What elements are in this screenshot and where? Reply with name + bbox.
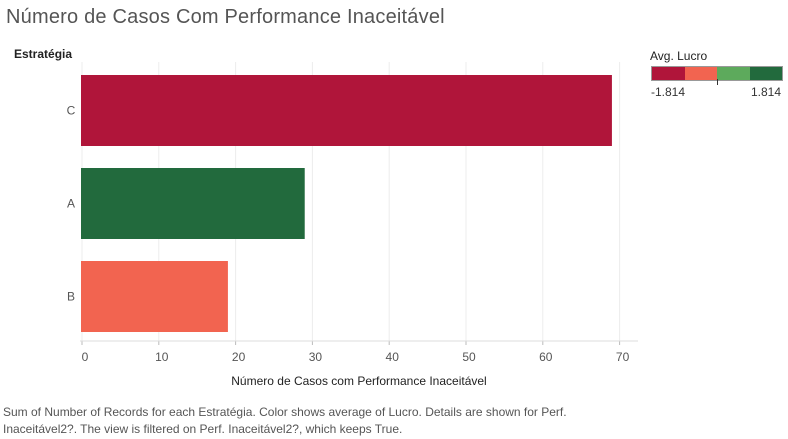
category-label-A: A — [67, 197, 75, 211]
legend-min-label: -1.814 — [651, 85, 686, 99]
row-header: Estratégia — [14, 47, 73, 61]
x-tick-label: 60 — [539, 350, 553, 364]
bar-C[interactable] — [81, 75, 612, 146]
x-tick-label: 50 — [462, 350, 476, 364]
legend-max-label: 1.814 — [751, 85, 782, 99]
x-tick-label: 30 — [309, 350, 323, 364]
category-labels: C A B — [67, 104, 76, 304]
legend-swatch-2 — [717, 67, 750, 80]
legend-swatch-0 — [652, 67, 685, 80]
legend-midpoint-marker — [717, 79, 718, 85]
legend-title: Avg. Lucro — [650, 49, 708, 63]
bar-B[interactable] — [81, 261, 228, 332]
x-tick-label: 0 — [82, 350, 89, 364]
legend-swatch-1 — [684, 67, 717, 80]
x-tick-label: 40 — [386, 350, 400, 364]
chart-title: Número de Casos Com Performance Inaceitá… — [6, 6, 445, 28]
x-tick-label: 20 — [232, 350, 246, 364]
x-tick-label: 10 — [155, 350, 169, 364]
category-label-B: B — [67, 290, 75, 304]
category-label-C: C — [67, 104, 76, 118]
bar-A[interactable] — [81, 168, 305, 239]
x-axis-ticks: 0 10 20 30 40 50 60 70 — [80, 340, 638, 364]
legend-swatch-3 — [749, 67, 782, 80]
chart-caption: Sum of Number of Records for each Estrat… — [3, 405, 567, 436]
x-axis-label: Número de Casos com Performance Inaceitá… — [231, 374, 487, 388]
bars — [81, 75, 612, 332]
x-tick-label: 70 — [616, 350, 630, 364]
